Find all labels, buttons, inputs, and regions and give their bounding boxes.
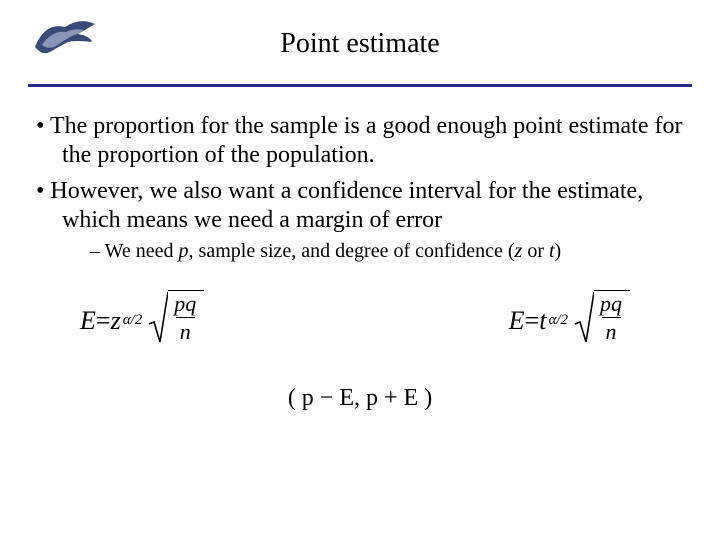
formula-row: E = z α/2 pq n (0, 290, 720, 351)
coef-z: z (111, 306, 121, 336)
horizontal-rule (28, 84, 692, 87)
radical-sign (148, 290, 168, 351)
radicand: pq n (594, 290, 630, 351)
sqrt-icon: pq n (148, 290, 204, 351)
fraction: pq n (172, 293, 198, 343)
sub-text: or (522, 240, 549, 262)
bullet-text: However, we also want a confidence inter… (50, 178, 643, 233)
slide: Point estimate The proportion for the sa… (0, 0, 720, 540)
fraction: pq n (598, 293, 624, 343)
numerator: pq (598, 293, 624, 317)
slide-body: The proportion for the sample is a good … (36, 112, 684, 270)
bullet-item: However, we also want a confidence inter… (36, 177, 684, 265)
sub-bullet-list: We need p, sample size, and degree of co… (62, 239, 684, 264)
equals: = (525, 306, 540, 336)
sub-text: , sample size, and degree of confidence … (189, 240, 515, 262)
radical-sign (574, 290, 594, 351)
formula-t: E = t α/2 pq n (509, 290, 630, 351)
slide-header: Point estimate (0, 0, 720, 78)
equals: = (96, 306, 111, 336)
subscript: α/2 (121, 312, 145, 329)
slide-title: Point estimate (0, 28, 720, 60)
sub-bullet-item: We need p, sample size, and degree of co… (90, 239, 684, 264)
bullet-list: The proportion for the sample is a good … (36, 112, 684, 264)
bullet-item: The proportion for the sample is a good … (36, 112, 684, 171)
formula-z: E = z α/2 pq n (80, 290, 204, 351)
confidence-interval: ( p − E, p + E ) (0, 385, 720, 412)
numerator: pq (172, 293, 198, 317)
denominator: n (176, 317, 195, 343)
var-p: p (179, 240, 189, 262)
formula-area: E = z α/2 pq n (0, 290, 720, 412)
denominator: n (602, 317, 621, 343)
subscript: α/2 (546, 312, 570, 329)
radicand: pq n (168, 290, 204, 351)
var-E: E (509, 306, 525, 336)
var-E: E (80, 306, 96, 336)
sub-text: ) (555, 240, 562, 262)
sqrt-icon: pq n (574, 290, 630, 351)
sub-text: We need (105, 240, 179, 262)
coef-t: t (539, 306, 546, 336)
